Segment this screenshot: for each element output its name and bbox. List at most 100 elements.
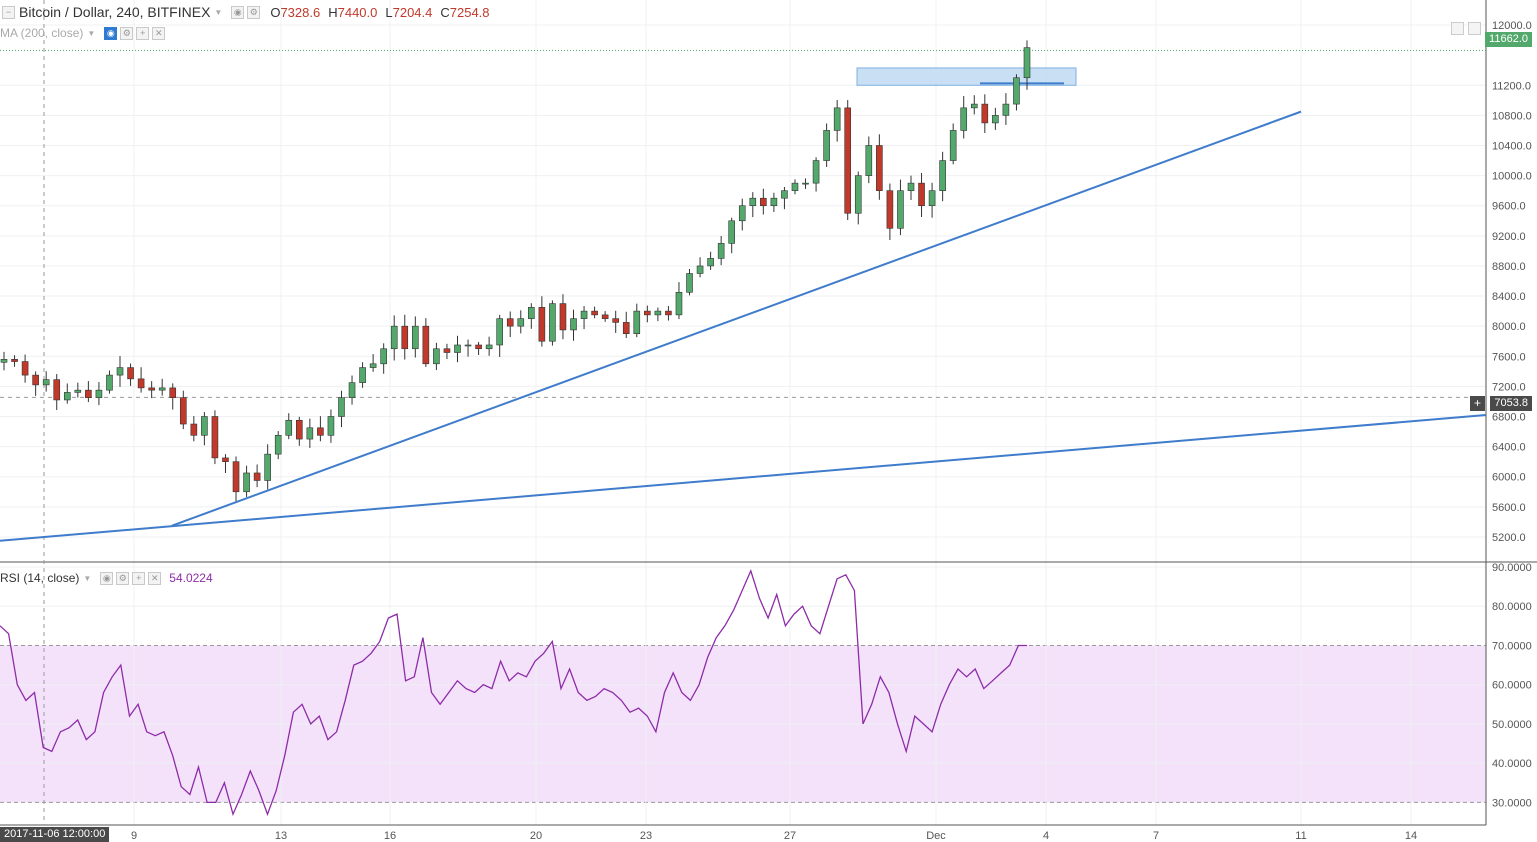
rsi-tick-label: 70.0000 [1492,640,1532,652]
candle-up [454,344,461,353]
price-tick-label: 10000.0 [1492,171,1532,183]
candle-down [644,310,651,316]
rsi-tick-label: 60.0000 [1492,680,1532,692]
ma-label[interactable]: MA (200, close) [0,26,84,40]
candle-down [232,461,240,493]
candle-up [359,367,366,383]
eye-icon[interactable]: ◉ [100,571,114,585]
time-tick-label: 14 [1405,830,1417,842]
candle-up [823,130,830,161]
candle-up [517,318,525,327]
eye-icon[interactable]: ◉ [231,5,245,19]
candle-up [633,310,641,334]
candle-up [854,175,862,214]
rsi-tick-label: 50.0000 [1492,719,1532,731]
time-tick-label: 4 [1043,830,1049,842]
time-tick-label: Dec [926,830,946,842]
symbol-title[interactable]: Bitcoin / Dollar, 240, BITFINEX [19,4,211,20]
candle-down [137,378,145,389]
close-icon[interactable]: ✕ [152,26,166,40]
candle-up [243,472,250,493]
crosshair-price-label: 7053.8 [1490,396,1532,411]
time-tick-label: 9 [131,830,137,842]
candle-down [844,107,852,214]
gear-icon[interactable]: ⚙ [247,5,261,19]
candle-down [475,344,482,350]
collapse-icon[interactable]: − [2,5,15,19]
chevron-down-icon[interactable]: ▼ [87,28,96,38]
price-tick-label: 10400.0 [1492,141,1532,153]
price-tick-label: 12000.0 [1492,20,1532,32]
candle-down [506,318,514,327]
candle-up [1023,47,1031,79]
candle-up [42,379,50,386]
price-tick-label: 7600.0 [1492,351,1526,363]
price-tick-label: 6000.0 [1492,472,1526,484]
price-tick-label: 5600.0 [1492,502,1526,514]
rsi-tick-label: 80.0000 [1492,601,1532,613]
candle-up [264,453,271,481]
candle-up [528,307,535,319]
candle-down [222,457,229,462]
chevron-down-icon[interactable]: ▼ [214,7,223,17]
price-tick-label: 6800.0 [1492,412,1526,424]
candle-down [295,419,303,440]
candle-down [538,307,546,342]
plus-icon[interactable]: + [132,571,146,585]
rsi-tick-label: 90.0000 [1492,562,1532,574]
gear-icon[interactable]: ⚙ [120,26,134,40]
candle-up [106,374,113,391]
candle-up [338,397,345,417]
candle-up [116,367,124,376]
candle-down [981,103,989,124]
candle-up [654,310,662,316]
rsi-tick-label: 30.0000 [1492,797,1532,809]
price-tick-label: 10800.0 [1492,110,1532,122]
candle-up [412,325,419,350]
candle-up [770,197,778,207]
candle-up [802,182,809,185]
candle-up [0,358,8,363]
candle-down [622,322,630,334]
candle-up [549,303,556,342]
low-value: 7204.4 [392,4,433,20]
candle-down [179,397,187,425]
candle-up [738,205,746,222]
candle-down [601,314,609,319]
add-alert-icon[interactable]: + [1470,396,1485,411]
candle-up [992,115,999,124]
candle-down [211,416,219,459]
pane-options-icon[interactable] [1468,22,1481,35]
maximize-icon[interactable] [1451,22,1464,35]
price-tick-label: 5200.0 [1492,532,1526,544]
candle-up [580,310,588,319]
candle-up [696,265,704,274]
candle-down [190,423,198,436]
plus-icon[interactable]: + [136,26,150,40]
eye-icon[interactable]: ◉ [104,26,118,40]
close-icon[interactable]: ✕ [148,571,162,585]
rsi-label[interactable]: RSI (14, close) [0,571,80,585]
candle-down [317,427,324,436]
candle-up [63,392,71,401]
candle-up [686,273,693,293]
candle-down [422,325,430,365]
candle-up [74,389,82,393]
candle-up [496,318,503,346]
price-tick-label: 8800.0 [1492,261,1526,273]
candle-up [201,416,208,436]
candle-down [32,374,39,386]
chevron-down-icon[interactable]: ▼ [83,573,92,583]
candle-up [570,318,577,331]
candle-up [274,435,282,455]
candle-up [833,107,841,131]
time-tick-label: 27 [784,830,796,842]
candle-up [285,419,293,436]
close-value: 7254.8 [449,4,490,20]
gear-icon[interactable]: ⚙ [116,571,130,585]
candle-up [485,344,493,350]
candle-down [612,318,619,323]
price-tick-label: 8000.0 [1492,321,1526,333]
candle-down [253,472,261,481]
